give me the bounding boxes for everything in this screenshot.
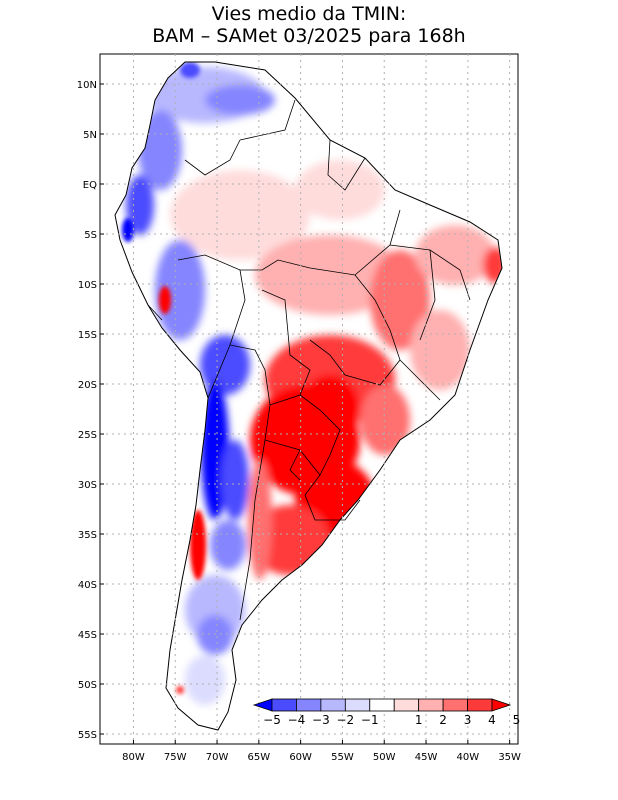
- title-line-2: BAM – SAMet 03/2025 para 168h: [152, 25, 466, 47]
- colorbar-label: 5: [513, 713, 521, 727]
- colorbar: −5 −4 −3 −2 −1 1 2 3 4 5: [252, 698, 521, 727]
- colorbar-label: 3: [464, 713, 472, 727]
- lon-tick-label: 80W: [122, 752, 145, 763]
- colorbar-bin: [271, 698, 297, 712]
- colorbar-bin: [344, 698, 371, 712]
- colorbar-bin: [393, 698, 420, 712]
- lon-tick-label: 65W: [248, 752, 271, 763]
- lat-tick-label: EQ: [83, 180, 97, 191]
- colorbar-bin: [369, 698, 395, 712]
- colorbar-label: −1: [361, 713, 379, 727]
- colorbar-label: −3: [312, 713, 330, 727]
- colorbar-label: −5: [263, 713, 281, 727]
- lat-tick-label: 50S: [78, 680, 97, 691]
- graticule: [100, 54, 518, 744]
- colorbar-label: −2: [336, 713, 354, 727]
- lat-tick-label: 20S: [78, 380, 97, 391]
- lat-tick-label: 5N: [83, 130, 97, 141]
- lat-tick-label: 55S: [78, 730, 97, 741]
- lon-tick-label: 45W: [415, 752, 438, 763]
- latitude-axis: 10N 5N EQ 5S 10S 15S 20S 25S 30S 35S 40S 45S 50S 55S: [77, 80, 104, 741]
- colorbar-label: 2: [439, 713, 447, 727]
- lon-tick-label: 35W: [498, 752, 521, 763]
- lon-tick-label: 75W: [164, 752, 187, 763]
- lon-tick-label: 50W: [373, 752, 396, 763]
- lat-tick-label: 10N: [77, 80, 97, 91]
- lat-tick-label: 40S: [78, 580, 97, 591]
- lon-tick-label: 55W: [331, 752, 354, 763]
- lat-tick-label: 45S: [78, 630, 97, 641]
- colorbar-bin: [442, 698, 468, 712]
- colorbar-bin: [418, 698, 444, 712]
- colorbar-label: 1: [415, 713, 423, 727]
- lon-tick-label: 70W: [206, 752, 229, 763]
- coastline: [114, 61, 503, 731]
- colorbar-bin: [467, 698, 493, 712]
- colorbar-label: −4: [288, 713, 306, 727]
- lat-tick-label: 5S: [84, 230, 97, 241]
- title-line-1: Vies medio da TMIN:: [211, 3, 407, 25]
- lon-tick-label: 40W: [457, 752, 480, 763]
- bias-field: [122, 62, 502, 705]
- lon-tick-label: 60W: [289, 752, 312, 763]
- lat-tick-label: 25S: [78, 430, 97, 441]
- lat-tick-label: 35S: [78, 530, 97, 541]
- colorbar-bin: [320, 698, 346, 712]
- longitude-axis: 80W 75W 70W 65W 60W 55W 50W 45W 40W 35W: [122, 740, 521, 763]
- colorbar-bin: [296, 698, 322, 712]
- lat-tick-label: 30S: [78, 480, 97, 491]
- lat-tick-label: 15S: [78, 330, 97, 341]
- colorbar-label: 4: [488, 713, 496, 727]
- colorbar-max-arrow: [491, 698, 512, 712]
- lat-tick-label: 10S: [78, 280, 97, 291]
